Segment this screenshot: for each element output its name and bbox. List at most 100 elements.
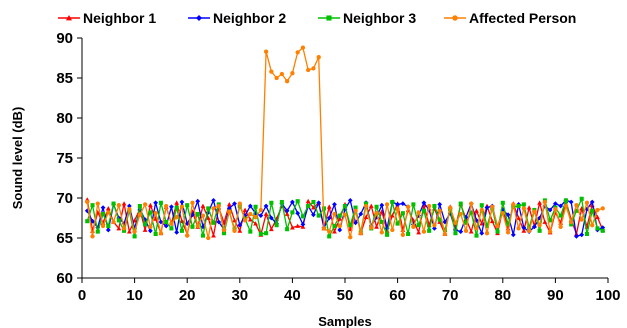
data-point (174, 230, 180, 235)
data-point (295, 210, 301, 216)
data-point (258, 231, 263, 237)
data-point (574, 203, 579, 208)
series-layer (84, 45, 606, 241)
data-point (306, 67, 311, 73)
data-point (416, 210, 421, 215)
y-tick-label: 90 (56, 30, 73, 47)
data-point (184, 221, 190, 226)
legend-label: Neighbor 3 (343, 10, 416, 26)
data-point (163, 223, 169, 229)
y-tick-label: 75 (56, 150, 73, 167)
data-point (337, 223, 342, 229)
data-point (306, 203, 311, 209)
data-point (347, 198, 353, 203)
data-point (226, 202, 232, 207)
data-point (105, 206, 111, 211)
data-point (111, 219, 116, 225)
data-point (442, 231, 448, 237)
data-point (169, 221, 174, 226)
data-point (142, 227, 148, 232)
data-point (211, 220, 216, 225)
data-point (258, 207, 263, 213)
data-point (526, 205, 532, 210)
y-tick-label: 60 (56, 270, 73, 287)
data-point (453, 231, 458, 236)
data-point (263, 49, 269, 54)
data-point (284, 211, 290, 216)
data-point (253, 204, 258, 209)
legend-marker (196, 15, 202, 21)
data-point (563, 198, 568, 203)
data-point (332, 202, 337, 207)
data-point (500, 200, 505, 205)
data-point (148, 210, 153, 215)
data-point (153, 231, 158, 237)
data-point (437, 217, 442, 222)
data-point (195, 223, 200, 229)
data-point (185, 233, 190, 238)
data-point (479, 203, 484, 208)
data-point (169, 204, 174, 210)
data-point (253, 221, 258, 226)
data-point (268, 215, 274, 221)
data-point (342, 212, 348, 217)
data-point (164, 203, 169, 209)
data-point (295, 50, 300, 55)
data-point (116, 215, 122, 221)
data-point (558, 224, 563, 229)
data-point (332, 223, 337, 229)
data-point (258, 213, 264, 218)
data-point (547, 229, 553, 234)
data-point (595, 214, 600, 220)
data-point (579, 196, 584, 201)
data-point (290, 199, 295, 205)
data-point (490, 204, 495, 209)
data-point (379, 230, 384, 235)
data-point (279, 71, 285, 77)
data-point (553, 201, 558, 206)
data-point (205, 215, 211, 220)
data-point (437, 208, 442, 213)
data-point (463, 228, 469, 233)
data-point (369, 225, 374, 230)
data-point (284, 79, 290, 84)
data-point (137, 203, 142, 209)
data-point (374, 211, 379, 216)
data-point (185, 203, 190, 208)
data-point (332, 211, 337, 217)
data-point (379, 219, 384, 225)
data-point (100, 205, 106, 210)
data-point (327, 229, 332, 234)
data-point (237, 228, 243, 233)
y-tick-label: 80 (56, 110, 73, 127)
data-point (311, 199, 316, 205)
data-point (553, 207, 558, 212)
data-point (332, 229, 337, 234)
data-point (584, 200, 590, 205)
data-point (279, 199, 284, 205)
data-point (300, 214, 305, 219)
data-point (368, 203, 374, 208)
data-point (495, 223, 500, 229)
x-tick-label: 80 (494, 287, 511, 304)
data-point (390, 199, 395, 205)
data-point (385, 232, 390, 237)
data-point (353, 208, 358, 213)
data-point (463, 220, 469, 225)
data-point (406, 231, 411, 237)
data-point (374, 214, 379, 220)
data-point (421, 229, 427, 234)
data-point (584, 231, 589, 237)
data-point (432, 226, 437, 231)
data-point (95, 229, 100, 234)
data-point (121, 226, 127, 231)
data-point (558, 213, 563, 218)
data-point (300, 222, 306, 227)
data-point (379, 202, 385, 208)
data-point (153, 200, 159, 206)
data-point (448, 205, 453, 210)
data-point (442, 219, 448, 225)
data-point (506, 222, 511, 227)
y-axis-title: Sound level (dB) (10, 107, 25, 210)
data-point (147, 202, 153, 208)
